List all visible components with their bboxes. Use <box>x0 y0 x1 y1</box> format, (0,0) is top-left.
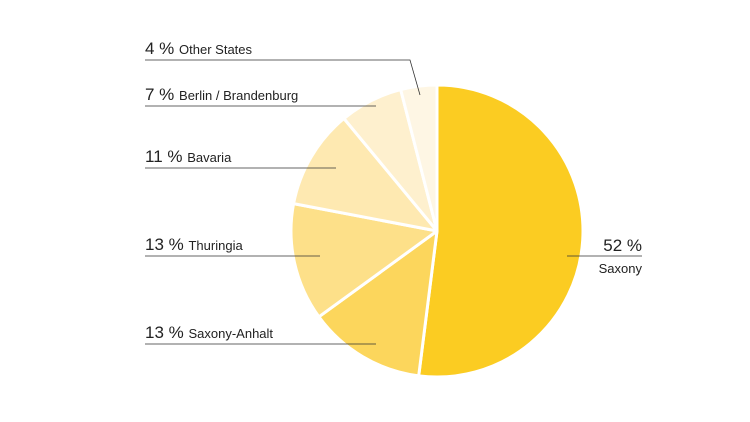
pie-slice-bavaria <box>292 117 439 233</box>
data-label-value-other-states: 4 % <box>145 39 179 58</box>
data-label-name-other-states: Other States <box>179 42 252 57</box>
data-label-value-thuringia: 13 % <box>145 235 188 254</box>
data-label-berlin-brandenburg: 7 % Berlin / Brandenburg <box>145 85 298 104</box>
data-label-value-berlin-brandenburg: 7 % <box>145 85 179 104</box>
pie-slice-saxony <box>417 83 585 379</box>
data-label-other-states: 4 % Other States <box>145 39 253 58</box>
data-label-bavaria: 11 % Bavaria <box>145 147 232 166</box>
data-label-name-thuringia: Thuringia <box>188 238 243 253</box>
data-label-name-berlin-brandenburg: Berlin / Brandenburg <box>179 88 298 103</box>
pie-slice-saxony-anhalt <box>317 229 439 378</box>
data-label-name-bavaria: Bavaria <box>187 150 232 165</box>
data-label-name-saxony-anhalt: Saxony-Anhalt <box>188 326 273 341</box>
data-label-value-saxony-anhalt: 13 % <box>145 323 188 342</box>
pie-slice-other-states <box>399 83 439 233</box>
data-label-saxony-anhalt: 13 % Saxony-Anhalt <box>145 323 273 342</box>
data-label-value-saxony: 52 % <box>603 236 642 255</box>
data-label-name-saxony: Saxony <box>599 261 643 276</box>
data-label-thuringia: 13 % Thuringia <box>145 235 243 254</box>
leader-line-other-states <box>145 59 421 96</box>
pie-slice-thuringia <box>289 202 439 319</box>
data-label-value-bavaria: 11 % <box>145 147 187 166</box>
